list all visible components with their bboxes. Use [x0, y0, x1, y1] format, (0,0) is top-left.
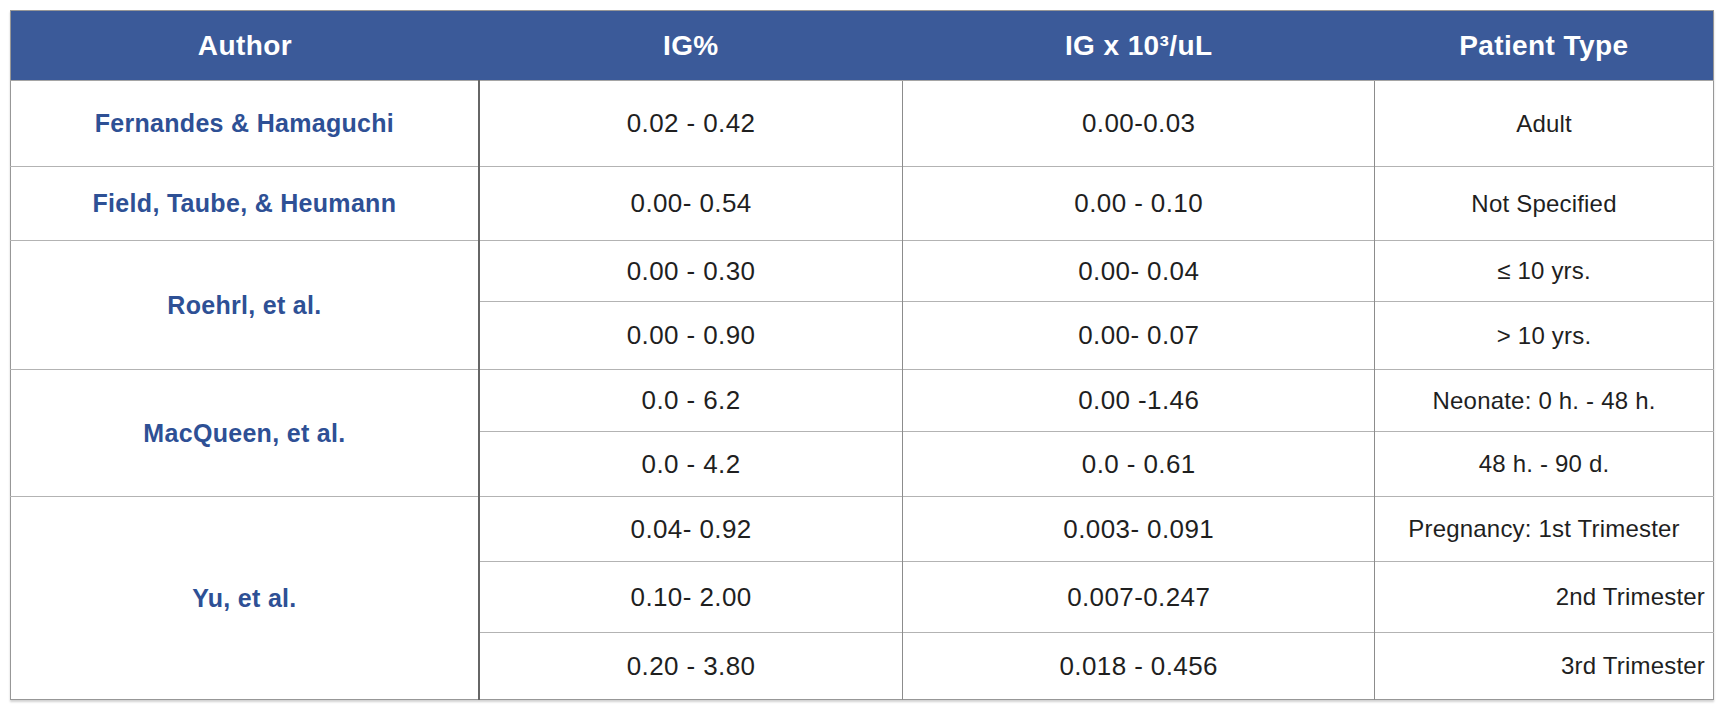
- cell-ig-abs: 0.00 - 0.10: [903, 167, 1375, 241]
- cell-ig-pct: 0.20 - 3.80: [479, 633, 903, 700]
- column-header-ig-pct: IG%: [479, 11, 903, 81]
- column-header-author: Author: [11, 11, 479, 81]
- table-body: Fernandes & Hamaguchi0.02 - 0.420.00-0.0…: [11, 81, 1714, 700]
- cell-ig-abs: 0.003- 0.091: [903, 497, 1375, 562]
- table-row: MacQueen, et al.0.0 - 6.20.00 -1.46Neona…: [11, 370, 1714, 432]
- author-cell: Yu, et al.: [11, 497, 479, 700]
- page: Author IG% IG x 10³/uL Patient Type Fern…: [0, 0, 1724, 722]
- author-cell: Roehrl, et al.: [11, 241, 479, 370]
- cell-ig-pct: 0.04- 0.92: [479, 497, 903, 562]
- table-row: Field, Taube, & Heumann0.00- 0.540.00 - …: [11, 167, 1714, 241]
- cell-ig-abs: 0.018 - 0.456: [903, 633, 1375, 700]
- cell-patient-type: 3rd Trimester: [1375, 633, 1714, 700]
- author-cell: MacQueen, et al.: [11, 370, 479, 497]
- author-cell: Fernandes & Hamaguchi: [11, 81, 479, 167]
- cell-ig-abs: 0.00- 0.07: [903, 302, 1375, 370]
- cell-ig-pct: 0.0 - 4.2: [479, 432, 903, 497]
- cell-ig-pct: 0.0 - 6.2: [479, 370, 903, 432]
- cell-patient-type: ≤ 10 yrs.: [1375, 241, 1714, 302]
- cell-patient-type: Adult: [1375, 81, 1714, 167]
- table-row: Yu, et al.0.04- 0.920.003- 0.091Pregnanc…: [11, 497, 1714, 562]
- author-cell: Field, Taube, & Heumann: [11, 167, 479, 241]
- cell-patient-type: 48 h. - 90 d.: [1375, 432, 1714, 497]
- cell-ig-pct: 0.10- 2.00: [479, 562, 903, 633]
- column-header-patient-type: Patient Type: [1375, 11, 1714, 81]
- cell-ig-abs: 0.00- 0.04: [903, 241, 1375, 302]
- table-row: Roehrl, et al.0.00 - 0.300.00- 0.04≤ 10 …: [11, 241, 1714, 302]
- cell-ig-abs: 0.007-0.247: [903, 562, 1375, 633]
- cell-ig-abs: 0.00-0.03: [903, 81, 1375, 167]
- cell-patient-type: > 10 yrs.: [1375, 302, 1714, 370]
- table-header: Author IG% IG x 10³/uL Patient Type: [11, 11, 1714, 81]
- cell-patient-type: 2nd Trimester: [1375, 562, 1714, 633]
- cell-ig-pct: 0.00 - 0.30: [479, 241, 903, 302]
- cell-patient-type: Not Specified: [1375, 167, 1714, 241]
- cell-patient-type: Pregnancy: 1st Trimester: [1375, 497, 1714, 562]
- cell-ig-pct: 0.00 - 0.90: [479, 302, 903, 370]
- header-row: Author IG% IG x 10³/uL Patient Type: [11, 11, 1714, 81]
- cell-ig-pct: 0.02 - 0.42: [479, 81, 903, 167]
- reference-range-table: Author IG% IG x 10³/uL Patient Type Fern…: [10, 10, 1714, 700]
- table-row: Fernandes & Hamaguchi0.02 - 0.420.00-0.0…: [11, 81, 1714, 167]
- cell-ig-abs: 0.0 - 0.61: [903, 432, 1375, 497]
- cell-ig-abs: 0.00 -1.46: [903, 370, 1375, 432]
- cell-patient-type: Neonate: 0 h. - 48 h.: [1375, 370, 1714, 432]
- column-header-ig-abs: IG x 10³/uL: [903, 11, 1375, 81]
- cell-ig-pct: 0.00- 0.54: [479, 167, 903, 241]
